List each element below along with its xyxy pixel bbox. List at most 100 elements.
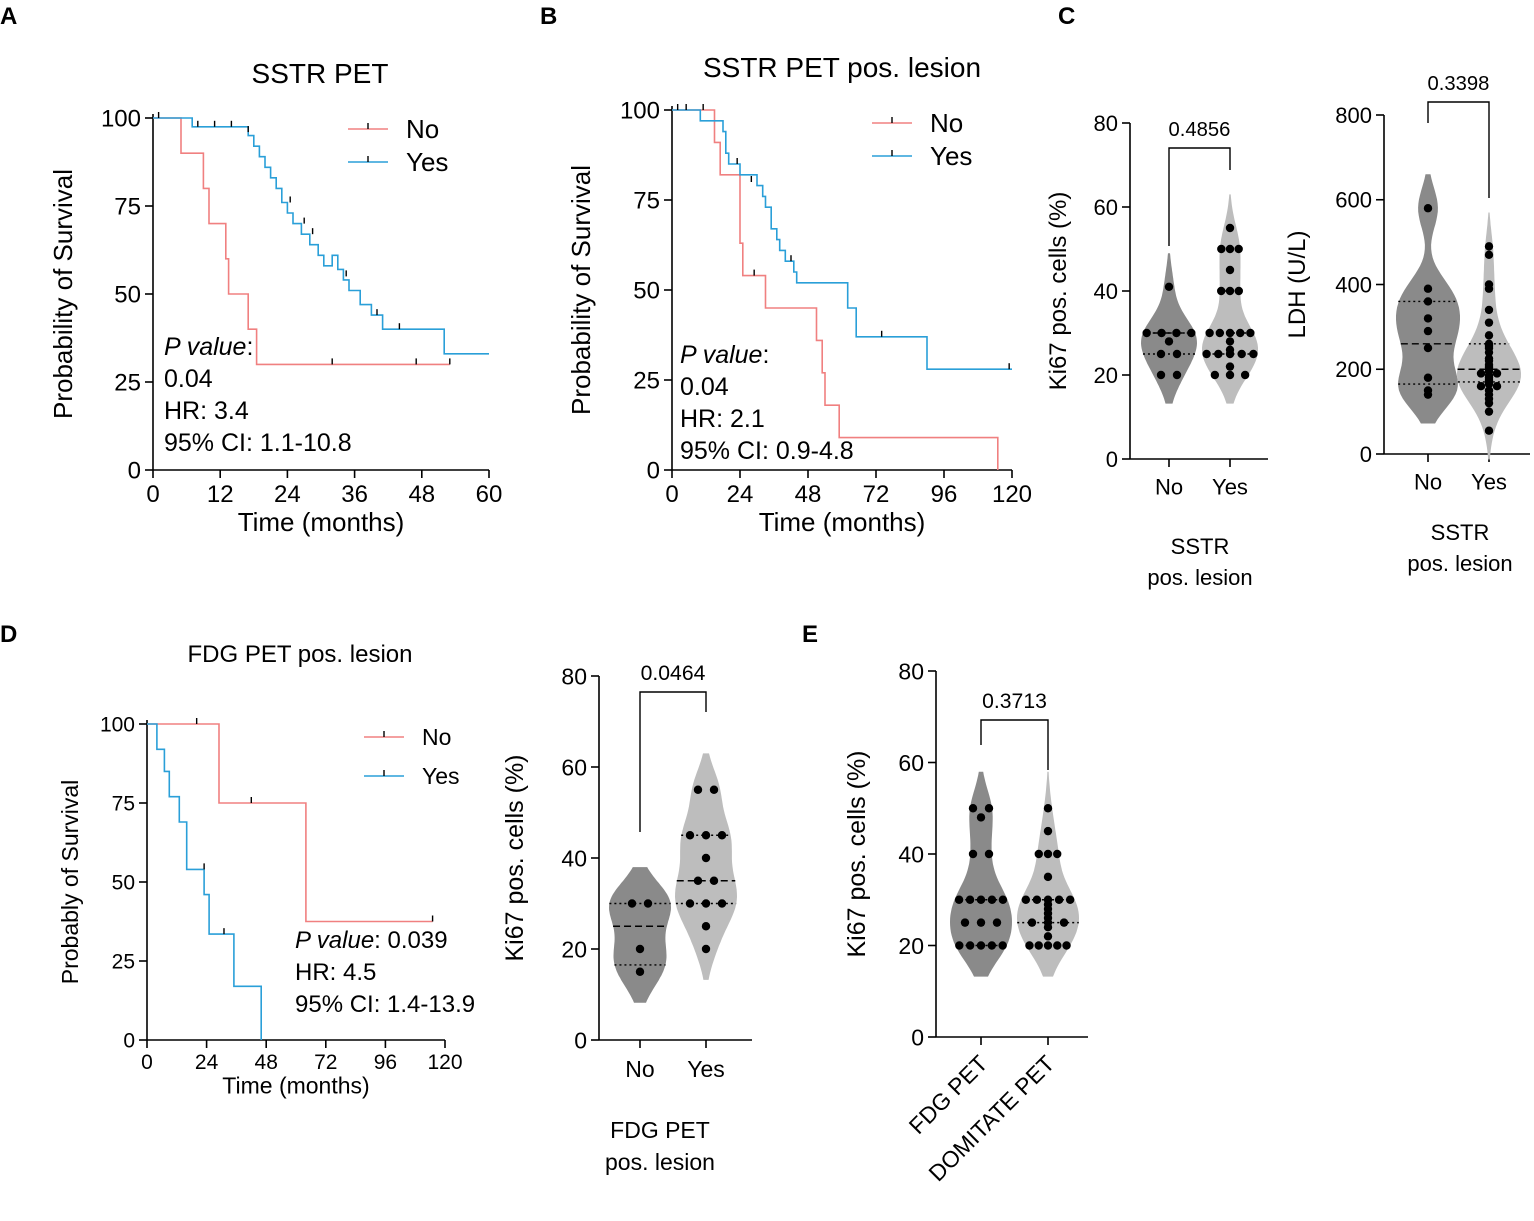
p-value-colon: : [246,333,253,361]
data-point [984,804,994,813]
data-point [1484,426,1494,435]
confidence-interval: 95% CI: 1.4-13.9 [295,991,475,1018]
legend-label-no: No [930,108,963,138]
data-point [1484,398,1494,408]
data-point [701,922,711,931]
x-axis-label: Time (months) [238,507,405,537]
x-tick-label: 0 [146,481,159,508]
x-tick-label: 24 [274,481,301,508]
data-point [717,899,727,908]
data-point [968,804,978,813]
violin-body-0 [1141,253,1197,404]
y-tick-label: 0 [128,458,141,485]
y-axis-label: Ki67 pos. cells (%) [1045,192,1072,391]
legend-label-yes: Yes [422,763,460,789]
data-point [1423,284,1433,293]
y-tick-label: 100 [100,714,135,737]
y-axis-label: LDH (U/L) [1284,230,1311,338]
y-tick-label: 600 [1335,188,1372,213]
km-chart-a: 0 25 50 75 100 0 12 24 36 48 60 SSTR PET Time (month… [48,58,502,537]
data-point [968,849,978,859]
p-value-annotation: P value: 0.039 [295,927,448,954]
data-point [1156,370,1166,380]
data-point [685,831,695,840]
data-point [1484,305,1494,315]
data-point [1043,923,1053,932]
y-axis-label: Probably of Survival [57,780,83,985]
data-point [1142,328,1151,338]
p-value-label: P value [164,333,246,361]
data-point [1423,314,1433,323]
hazard-ratio: HR: 4.5 [295,959,376,986]
data-point [1217,244,1226,254]
p-value: : 0.039 [374,927,447,954]
data-point [1065,895,1075,904]
x-tick-label: 0 [141,1051,153,1074]
data-point [1027,918,1037,927]
y-tick-label: 40 [898,841,924,867]
data-point [1423,297,1433,306]
data-point [1225,265,1235,275]
y-axis-label: Ki67 pos. cells (%) [501,754,529,961]
y-tick-label: 20 [1094,363,1118,388]
data-point [965,941,975,950]
panel-label-b: B [540,3,557,30]
data-point [987,895,997,904]
data-point [1202,349,1211,359]
data-point [1476,382,1486,391]
data-point [1225,337,1235,346]
x-tick-label: 120 [992,481,1032,508]
violin-body-0 [609,867,671,1003]
confidence-interval: 95% CI: 1.1-10.8 [164,429,352,457]
data-point [976,813,986,822]
significance-bracket [1168,147,1231,246]
y-tick-label: 40 [1094,279,1118,304]
data-point [976,918,986,927]
km-curve-no [672,109,999,470]
y-tick-label: 200 [1335,357,1372,382]
data-point [693,876,703,885]
x-axis-title-line: SSTR [1171,534,1230,559]
x-tick-label: 48 [795,481,822,508]
y-axis-label: Ki67 pos. cells (%) [843,750,871,957]
data-point [1492,369,1502,378]
x-tick-label: 120 [427,1051,462,1074]
data-point [1234,286,1244,296]
data-point [1043,872,1053,882]
data-point [1043,804,1053,813]
p-value-label: P value [680,341,762,369]
y-tick-label: 80 [1094,111,1118,136]
km-curve-no [153,117,450,366]
data-point [1172,328,1181,338]
km-chart-b: 0 25 50 75 100 0 24 48 72 96 120 SSTR PET pos. lesi… [566,52,1032,537]
y-tick-label: 60 [898,750,924,776]
p-value-label: 0.3713 [982,690,1047,713]
data-point [1484,250,1494,260]
data-point [643,899,653,908]
significance-bracket [639,691,707,832]
x-tick-label: 24 [727,481,754,508]
panel-label-a: A [0,3,17,30]
data-point [1043,849,1053,859]
data-point [685,899,695,908]
data-point [693,785,703,794]
y-tick-label: 50 [114,282,141,309]
category-label: DOMITATE PET [923,1050,1059,1186]
x-axis-title-line: pos. lesion [605,1149,715,1175]
p-value-label: P value [295,927,374,954]
y-tick-label: 100 [620,98,660,125]
data-point [1172,349,1182,359]
data-point [1054,895,1064,904]
data-point [1484,348,1494,357]
y-tick-label: 40 [561,845,587,871]
y-tick-label: 20 [898,933,924,959]
data-point [998,895,1008,904]
y-tick-label: 60 [1094,195,1118,220]
data-point [1225,328,1235,338]
y-tick-label: 0 [1360,442,1372,467]
data-point [1062,941,1071,950]
data-point [709,876,719,885]
category-label: Yes [687,1056,725,1082]
hazard-ratio: HR: 3.4 [164,397,249,425]
data-point [1484,407,1494,416]
